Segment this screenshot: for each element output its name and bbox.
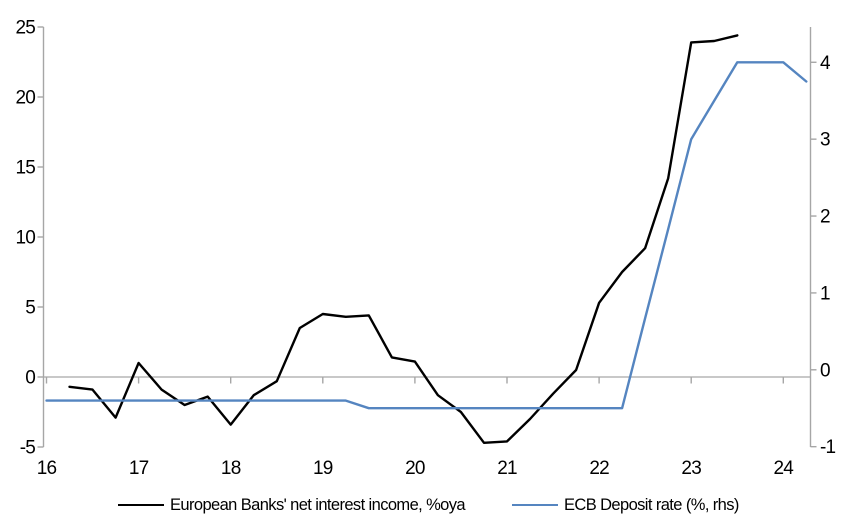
legend-swatch-ecb-line <box>512 504 558 506</box>
right-axis-tick-label: 0 <box>820 360 830 381</box>
x-axis-tick-label: 17 <box>129 458 149 479</box>
x-axis-tick-label: 22 <box>589 458 609 479</box>
x-axis-tick-label: 24 <box>774 458 795 479</box>
x-axis-tick-label: 19 <box>313 458 333 479</box>
legend-label-nii: European Banks' net interest income, %oy… <box>170 495 466 514</box>
left-axis-tick-label: 15 <box>15 158 35 179</box>
series-line-nii <box>68 34 739 444</box>
left-axis-tick-label: 25 <box>15 18 35 39</box>
left-axis-tick-label: 5 <box>25 298 35 319</box>
right-axis-tick-label: 3 <box>820 130 830 151</box>
legend-swatch-nii-line <box>118 504 164 506</box>
x-axis-tick-label: 18 <box>221 458 241 479</box>
x-axis-tick-label: 21 <box>497 458 517 479</box>
x-axis-tick-label: 16 <box>37 458 57 479</box>
right-axis-tick-label: -1 <box>820 437 836 458</box>
left-axis-tick-label: 0 <box>25 368 35 389</box>
right-axis-tick-label: 4 <box>820 53 831 74</box>
left-axis-tick-label: 10 <box>15 228 35 249</box>
x-axis-tick-label: 23 <box>681 458 701 479</box>
x-axis-tick-label: 20 <box>405 458 425 479</box>
left-axis-tick-label: 20 <box>15 88 35 109</box>
legend-item-ecb: ECB Deposit rate (%, rhs) <box>512 494 739 516</box>
series-line-ecb-deposit-rate <box>45 61 808 410</box>
right-axis-tick-label: 1 <box>820 283 830 304</box>
legend-item-nii: European Banks' net interest income, %oy… <box>118 494 466 516</box>
chart-legend: European Banks' net interest income, %oy… <box>0 494 852 520</box>
right-axis-tick-label: 2 <box>820 207 830 228</box>
left-axis-tick-label: -5 <box>20 438 36 459</box>
legend-label-ecb: ECB Deposit rate (%, rhs) <box>564 495 739 514</box>
